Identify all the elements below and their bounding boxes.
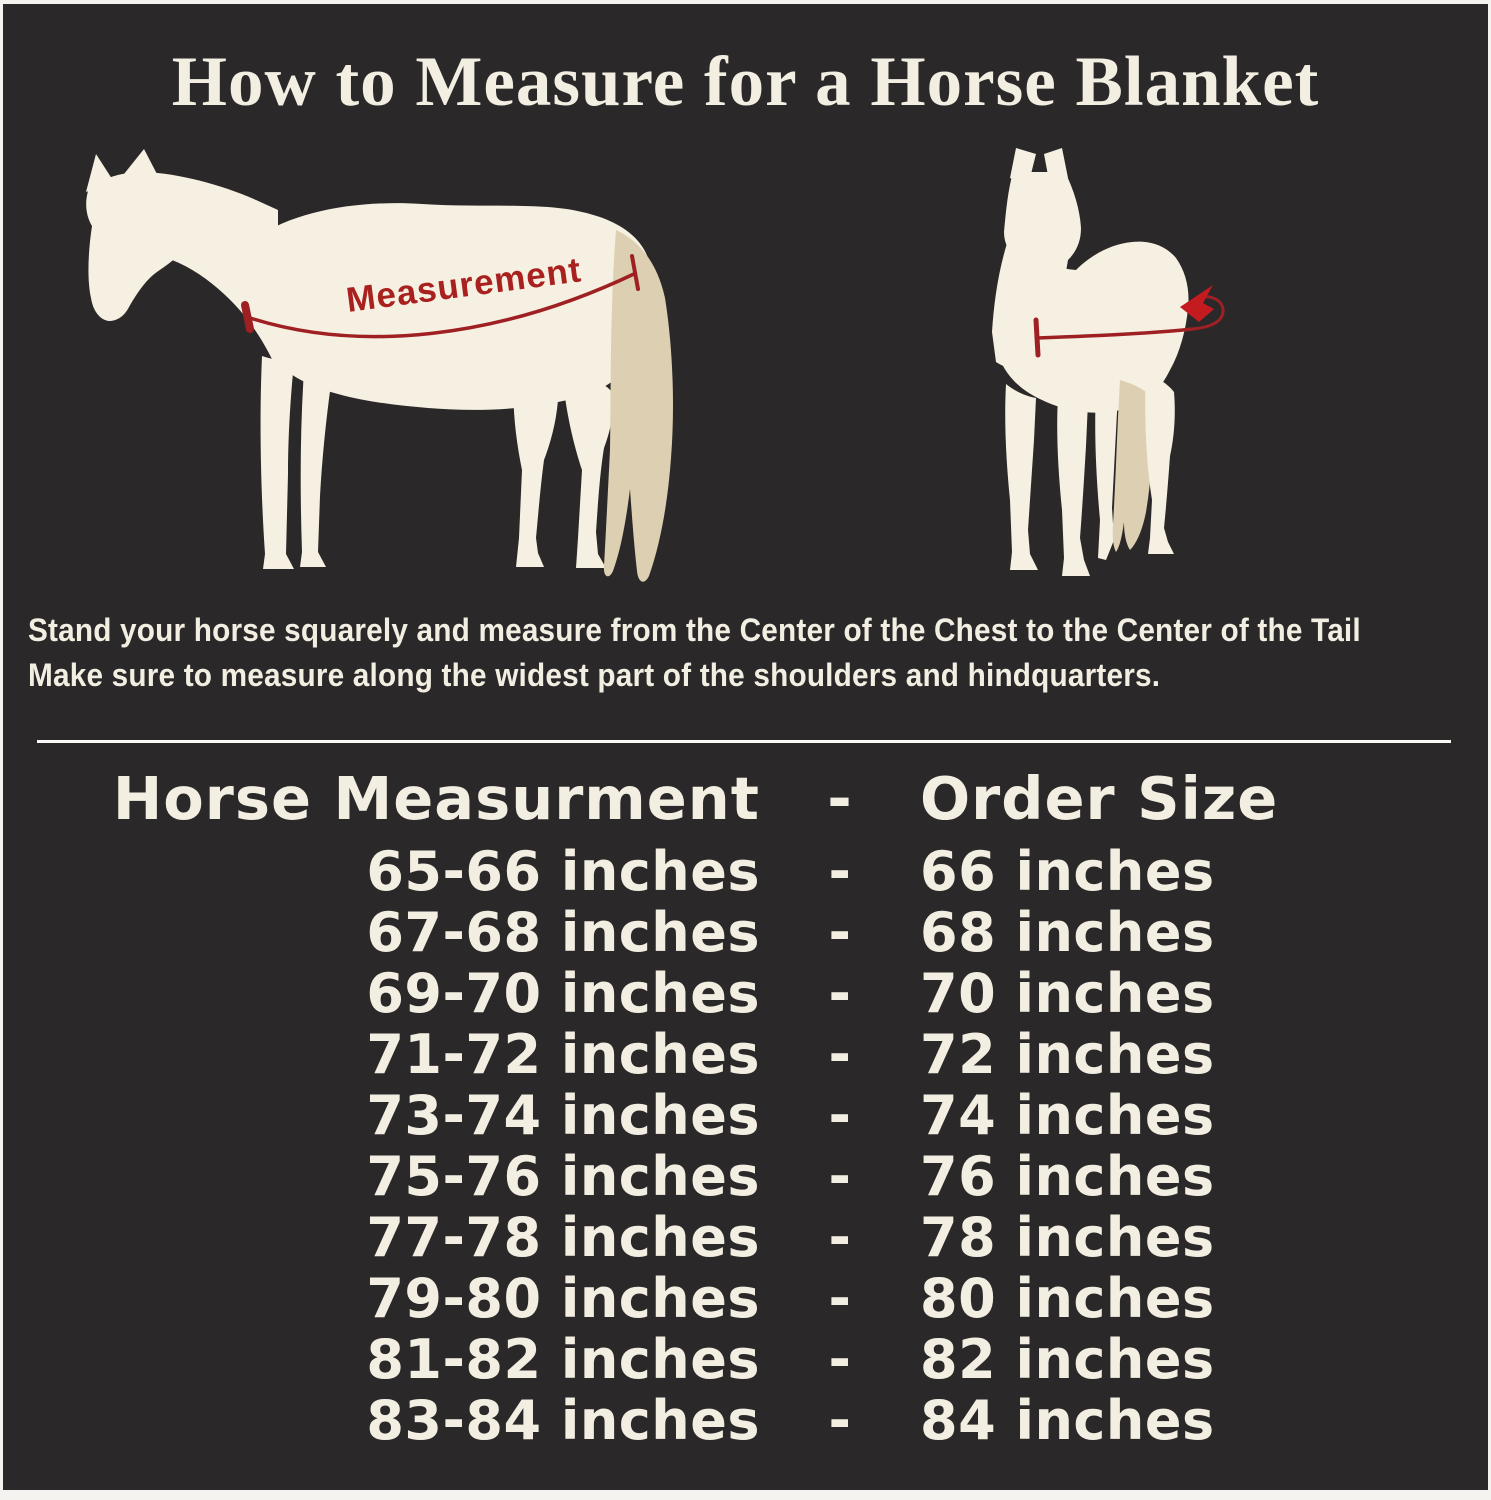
row-measurement: 69-70 inches: [366, 962, 760, 1025]
measurement-wrap-curve: [1192, 295, 1225, 331]
horse-head: [86, 172, 181, 321]
measurement-line: [1036, 327, 1194, 340]
size-chart-header: Horse Measurment - Order Size: [3, 756, 1488, 840]
measurement-line: [246, 271, 637, 339]
row-separator: -: [828, 1145, 852, 1208]
row-separator: -: [828, 840, 852, 903]
header-horse-measurement: Horse Measurment: [112, 763, 760, 833]
measuring-instructions: Stand your horse squarely and measure fr…: [28, 608, 1361, 698]
row-order-size: 84 inches: [920, 1389, 1215, 1452]
row-separator: -: [828, 1267, 852, 1330]
size-row: 77-78 inches - 78 inches: [3, 1206, 1488, 1269]
row-measurement: 65-66 inches: [366, 840, 760, 903]
row-measurement: 79-80 inches: [366, 1267, 760, 1330]
size-row: 75-76 inches - 76 inches: [3, 1145, 1488, 1208]
header-separator: -: [827, 763, 853, 833]
horse-tail: [1112, 380, 1153, 552]
infographic-canvas: How to Measure for a Horse Blanket Measu: [3, 4, 1488, 1490]
size-row: 65-66 inches - 66 inches: [3, 840, 1488, 903]
horse-front-leg: [1005, 384, 1038, 570]
row-measurement: 71-72 inches: [366, 1023, 760, 1086]
row-measurement: 73-74 inches: [366, 1084, 760, 1147]
rotation-arrow-icon: [1180, 285, 1214, 322]
front-horse-illustration: [992, 148, 1225, 576]
row-measurement: 83-84 inches: [366, 1389, 760, 1452]
size-row: 73-74 inches - 74 inches: [3, 1084, 1488, 1147]
row-order-size: 68 inches: [920, 901, 1215, 964]
size-chart: Horse Measurment - Order Size 65-66 inch…: [3, 756, 1488, 1453]
row-order-size: 78 inches: [920, 1206, 1215, 1269]
row-order-size: 82 inches: [920, 1328, 1215, 1391]
horse-neck: [146, 172, 278, 372]
size-row: 79-80 inches - 80 inches: [3, 1267, 1488, 1330]
horse-body: [994, 241, 1189, 413]
horse-hind-leg: [513, 378, 558, 567]
page-title: How to Measure for a Horse Blanket: [171, 43, 1320, 121]
size-row: 81-82 inches - 82 inches: [3, 1328, 1488, 1391]
row-separator: -: [828, 1206, 852, 1269]
row-separator: -: [828, 901, 852, 964]
horse-front-leg: [300, 370, 332, 567]
row-measurement: 75-76 inches: [366, 1145, 760, 1208]
row-order-size: 72 inches: [920, 1023, 1215, 1086]
horse-hind-leg: [1095, 390, 1118, 560]
size-row: 67-68 inches - 68 inches: [3, 901, 1488, 964]
horse-tail: [603, 230, 673, 582]
horse-body: [253, 203, 653, 410]
divider-line: [37, 740, 1451, 743]
size-row: 71-72 inches - 72 inches: [3, 1023, 1488, 1086]
row-separator: -: [828, 962, 852, 1025]
row-measurement: 67-68 inches: [366, 901, 760, 964]
row-measurement: 77-78 inches: [366, 1206, 760, 1269]
horse-hind-leg: [1145, 372, 1175, 554]
row-order-size: 74 inches: [920, 1084, 1215, 1147]
size-row: 83-84 inches - 84 inches: [3, 1389, 1488, 1452]
side-horse-illustration: Measurement: [86, 149, 673, 582]
row-order-size: 66 inches: [920, 840, 1215, 903]
horse-front-leg: [260, 356, 294, 569]
row-order-size: 76 inches: [920, 1145, 1215, 1208]
horse-hind-leg: [562, 368, 613, 568]
row-separator: -: [828, 1084, 852, 1147]
row-separator: -: [828, 1389, 852, 1452]
instructions-line-1: Stand your horse squarely and measure fr…: [28, 612, 1361, 648]
row-order-size: 80 inches: [920, 1267, 1215, 1330]
instructions-line-2: Make sure to measure along the widest pa…: [28, 657, 1161, 693]
row-order-size: 70 inches: [920, 962, 1215, 1025]
size-row: 69-70 inches - 70 inches: [3, 962, 1488, 1025]
row-separator: -: [828, 1023, 852, 1086]
row-measurement: 81-82 inches: [366, 1328, 760, 1391]
header-order-size: Order Size: [920, 763, 1279, 833]
measurement-end-tick: [630, 254, 640, 291]
horse-front-leg: [1057, 396, 1090, 576]
row-separator: -: [828, 1328, 852, 1391]
